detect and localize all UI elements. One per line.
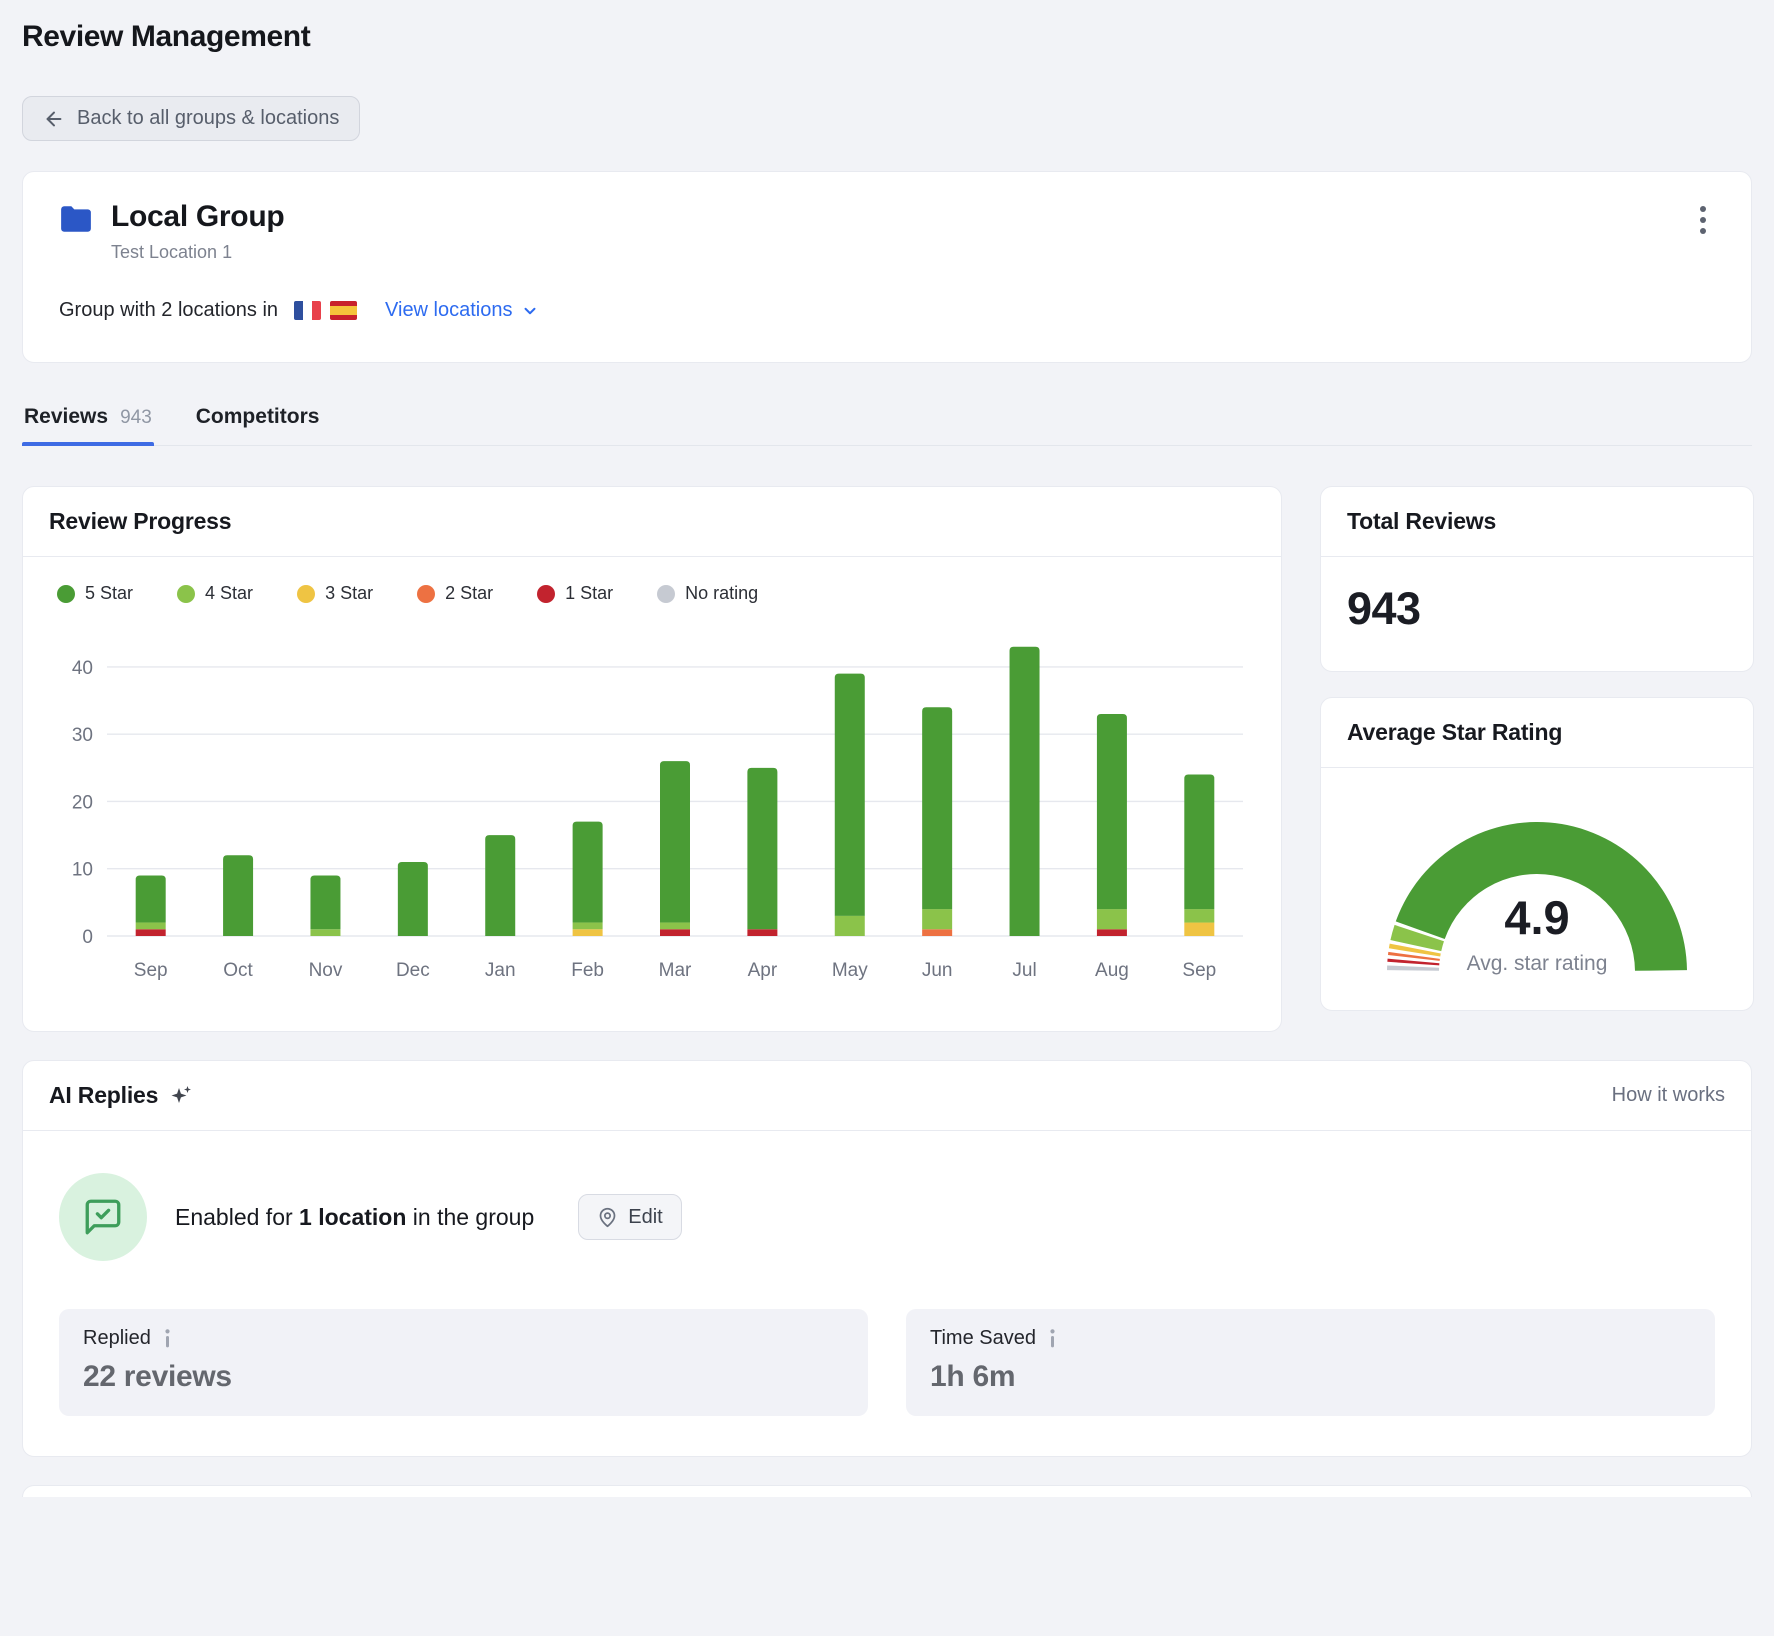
back-button-label: Back to all groups & locations [77,107,339,130]
review-progress-card: Review Progress 5 Star 4 Star 3 Star 2 Star… [22,486,1282,1032]
chevron-down-icon [521,302,539,320]
svg-text:Sep: Sep [134,960,168,981]
svg-text:Mar: Mar [659,960,692,981]
legend-label: 3 Star [325,583,373,604]
ai-enabled-count: 1 location [299,1204,406,1230]
review-progress-chart: 0 10 20 30 40 Sep Oct Nov Dec Jan Feb Mar Apr May Jun J… [57,624,1247,1008]
svg-text:30: 30 [72,725,93,746]
ai-replies-title: AI Replies [49,1082,158,1109]
info-icon[interactable] [1048,1329,1057,1348]
group-locations-text: Group with 2 locations in [59,299,278,322]
ai-enabled-text: Enabled for 1 location in the group [175,1204,534,1231]
message-check-icon [82,1196,124,1238]
view-locations-link[interactable]: View locations [385,299,538,322]
replied-label: Replied [83,1327,151,1350]
group-title: Local Group [111,200,284,234]
svg-text:Apr: Apr [748,960,778,981]
legend-label: 4 Star [205,583,253,604]
average-star-rating-gauge: 4.9 Avg. star rating [1363,794,1711,980]
total-reviews-card: Total Reviews 943 [1320,486,1754,672]
svg-text:Dec: Dec [396,960,430,981]
location-pin-icon [597,1207,618,1228]
legend-label: 1 Star [565,583,613,604]
group-subtitle: Test Location 1 [111,242,284,263]
edit-button-label: Edit [628,1206,662,1229]
svg-text:Jul: Jul [1012,960,1036,981]
ai-replies-status-badge [59,1173,147,1261]
average-star-rating-card: Average Star Rating 4.9 Avg. star rating [1320,697,1754,1011]
group-card: Local Group Test Location 1 Group with 2… [22,171,1752,363]
tab-competitors[interactable]: Competitors [194,399,322,445]
svg-text:20: 20 [72,792,93,813]
flag-spain-icon [330,301,357,320]
legend-item-2-star[interactable]: 2 Star [417,583,493,604]
svg-text:40: 40 [72,658,93,679]
review-progress-title: Review Progress [49,508,231,535]
legend-item-3-star[interactable]: 3 Star [297,583,373,604]
svg-text:10: 10 [72,860,93,881]
legend-dot [417,585,435,603]
average-star-rating-title: Average Star Rating [1347,719,1562,746]
svg-text:4.9: 4.9 [1504,891,1569,944]
legend-dot [657,585,675,603]
legend-label: No rating [685,583,758,604]
tab-bar: Reviews 943 Competitors [22,399,1752,446]
tab-reviews-count: 943 [120,407,152,429]
sparkles-icon [170,1084,194,1108]
legend-item-5-star[interactable]: 5 Star [57,583,133,604]
info-icon[interactable] [163,1329,172,1348]
svg-text:Feb: Feb [571,960,604,981]
ai-enabled-suffix: in the group [413,1204,534,1230]
replied-stat-box: Replied 22 reviews [59,1309,868,1416]
svg-text:Avg. star rating: Avg. star rating [1467,952,1608,975]
next-card-partial [22,1485,1752,1497]
tab-reviews[interactable]: Reviews 943 [22,399,154,445]
ai-enabled-prefix: Enabled for [175,1204,293,1230]
replied-value: 22 reviews [83,1360,844,1394]
page-title: Review Management [22,20,1752,54]
svg-text:Sep: Sep [1182,960,1216,981]
svg-text:Jun: Jun [922,960,953,981]
legend-label: 2 Star [445,583,493,604]
tab-reviews-label: Reviews [24,405,108,429]
how-it-works-link[interactable]: How it works [1612,1084,1725,1107]
edit-locations-button[interactable]: Edit [578,1194,681,1240]
svg-text:Aug: Aug [1095,960,1129,981]
svg-text:0: 0 [82,927,93,948]
legend-item-4-star[interactable]: 4 Star [177,583,253,604]
legend-label: 5 Star [85,583,133,604]
back-arrow-icon [43,108,65,130]
chart-legend: 5 Star 4 Star 3 Star 2 Star 1 Star No rating [57,583,1247,604]
ai-replies-card: AI Replies How it works [22,1060,1752,1457]
legend-dot [297,585,315,603]
svg-text:Jan: Jan [485,960,516,981]
kebab-menu-button[interactable] [1685,198,1721,242]
svg-text:Nov: Nov [309,960,343,981]
flag-france-icon [294,301,321,320]
time-saved-label: Time Saved [930,1327,1036,1350]
time-saved-stat-box: Time Saved 1h 6m [906,1309,1715,1416]
legend-dot [57,585,75,603]
legend-item-no-rating[interactable]: No rating [657,583,758,604]
legend-item-1-star[interactable]: 1 Star [537,583,613,604]
view-locations-label: View locations [385,299,512,322]
time-saved-value: 1h 6m [930,1360,1691,1394]
folder-icon [59,204,93,239]
total-reviews-value: 943 [1321,557,1753,671]
svg-text:Oct: Oct [223,960,253,981]
back-button[interactable]: Back to all groups & locations [22,96,360,141]
legend-dot [177,585,195,603]
total-reviews-title: Total Reviews [1347,508,1496,535]
legend-dot [537,585,555,603]
svg-text:May: May [832,960,868,981]
tab-competitors-label: Competitors [196,405,320,429]
